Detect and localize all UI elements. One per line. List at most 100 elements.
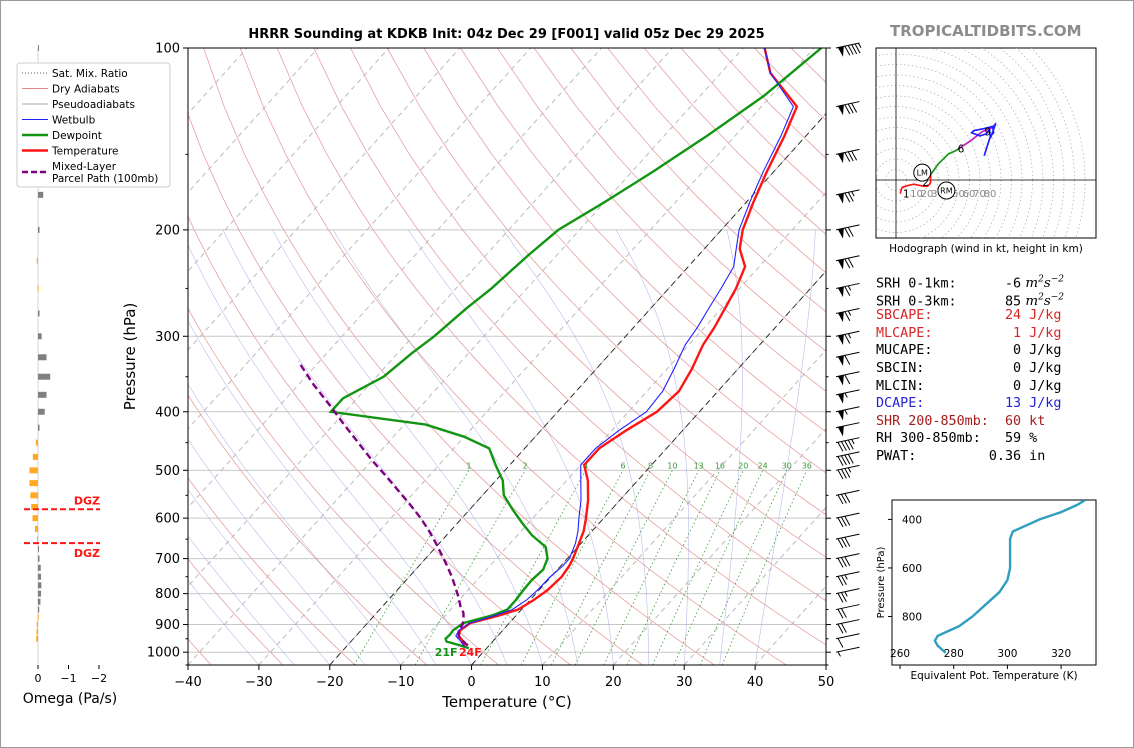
dry-adiabat	[239, 48, 787, 665]
hodograph-ring-label: 50	[952, 189, 965, 200]
legend-item: Pseudoadiabats	[22, 99, 135, 111]
skewt-series	[297, 48, 823, 650]
legend-label: Wetbulb	[52, 115, 96, 127]
barb-flag	[844, 454, 851, 465]
barb-halfflag	[847, 285, 852, 291]
mixing-ratio-line	[673, 470, 764, 665]
wind-barb	[835, 451, 860, 466]
mixing-ratio-line	[574, 470, 673, 665]
wind-barb	[835, 148, 860, 164]
barb-flag	[844, 104, 851, 115]
dry-adiabat	[188, 307, 499, 665]
omega-bar	[37, 614, 39, 621]
x-axis-label: Temperature (°C)	[441, 693, 571, 711]
wind-barb	[835, 489, 860, 505]
stat-unit: m2s−2	[1021, 275, 1064, 292]
barb-pennant	[837, 104, 844, 116]
wind-barb	[835, 389, 860, 404]
stat-label: MUCAPE:	[876, 343, 933, 359]
barb-flag	[854, 43, 861, 54]
x-tick-label: −40	[174, 675, 201, 690]
dry-adiabat	[276, 48, 826, 646]
legend-box	[16, 62, 171, 188]
barb-shaft	[835, 619, 860, 626]
theta-y-label: Pressure (hPa)	[876, 547, 887, 619]
barb-flag	[837, 469, 844, 480]
isotherm	[188, 48, 602, 509]
barb-flag	[840, 455, 847, 466]
omega-bar	[36, 635, 38, 642]
stat-row: MLCAPE: 1 J/kg	[876, 325, 1064, 343]
x-tick-label: 10	[534, 675, 551, 690]
theta-x-tick-label: 300	[997, 648, 1017, 660]
barb-flag	[840, 623, 847, 633]
barb-flag	[844, 516, 851, 526]
barb-flag	[844, 192, 851, 203]
stat-row: DCAPE: 13 J/kg	[876, 395, 1064, 413]
pseudoadiabat	[188, 488, 331, 665]
stat-row: SBCAPE: 24 J/kg	[876, 307, 1064, 325]
barb-flag	[837, 557, 844, 568]
wind-barb	[835, 351, 860, 367]
hodograph-ring-label: 20	[921, 189, 934, 200]
pseudoadiabat	[502, 229, 650, 665]
omega-bar	[34, 525, 38, 532]
surface-temperature-label: 24F	[459, 646, 482, 659]
barb-flag	[844, 311, 851, 321]
isotherm	[188, 48, 532, 430]
barb-pennant	[837, 286, 844, 298]
hodograph-ring-label: 60	[963, 189, 976, 200]
omega-bar	[38, 354, 47, 361]
hodograph-height-label: 9	[984, 126, 991, 138]
stat-row: RH 300-850mb: 59 %	[876, 430, 1064, 448]
barb-pennant	[837, 259, 844, 270]
legend-item: Dry Adiabats	[22, 84, 120, 96]
omega-bar	[38, 408, 45, 415]
stat-label: PWAT:	[876, 448, 917, 464]
surface-dewpoint-label: 21F	[435, 646, 458, 659]
barb-flag	[851, 44, 858, 55]
legend-item: Dewpoint	[22, 130, 102, 142]
x-tick-label: −10	[387, 675, 414, 690]
omega-tick-label: −1	[60, 672, 76, 685]
mixing-ratio-label: 4	[583, 461, 588, 470]
barb-flag	[840, 516, 847, 527]
legend-label: Dry Adiabats	[52, 84, 120, 96]
wind-barb	[835, 646, 860, 657]
pseudoadiabat	[272, 229, 543, 665]
stat-value: 13 J/kg	[924, 396, 1062, 412]
dry-adiabat	[188, 113, 643, 665]
barb-flag	[840, 557, 847, 567]
theta-content	[933, 500, 1086, 654]
wind-barb	[835, 42, 862, 57]
barb-pennant	[837, 410, 844, 421]
stat-row: SHR 200-850mb: 60 kt	[876, 413, 1064, 431]
barb-pennant	[837, 46, 844, 57]
legend-label: Temperature	[51, 146, 119, 158]
y-tick-label: 800	[155, 587, 180, 602]
barb-halfflag	[837, 651, 841, 657]
barb-flag	[840, 537, 847, 548]
wind-barb	[835, 437, 860, 452]
wind-barb	[835, 571, 860, 586]
barb-pennant	[837, 355, 844, 367]
omega-bar	[38, 606, 40, 613]
dry-adiabat	[570, 48, 826, 313]
barb-flag	[837, 608, 844, 619]
stat-label: SRH 0-1km:	[876, 276, 957, 292]
stat-value: 24 J/kg	[932, 308, 1062, 324]
barb-pennant	[837, 228, 844, 239]
legend-item: Sat. Mix. Ratio	[22, 68, 128, 80]
barb-halfflag	[851, 191, 855, 197]
series-line	[457, 48, 799, 648]
barb-shaft	[835, 422, 860, 429]
mixing-ratio-label: 24	[758, 461, 768, 470]
barb-shaft	[835, 330, 860, 337]
stat-value: 0 J/kg	[924, 360, 1062, 376]
wind-barb	[835, 588, 860, 603]
mixing-ratio-line	[550, 470, 651, 665]
pseudoadiabat	[332, 229, 579, 665]
stat-value: 60 kt	[988, 413, 1046, 429]
stat-value: 59 %	[980, 431, 1038, 447]
